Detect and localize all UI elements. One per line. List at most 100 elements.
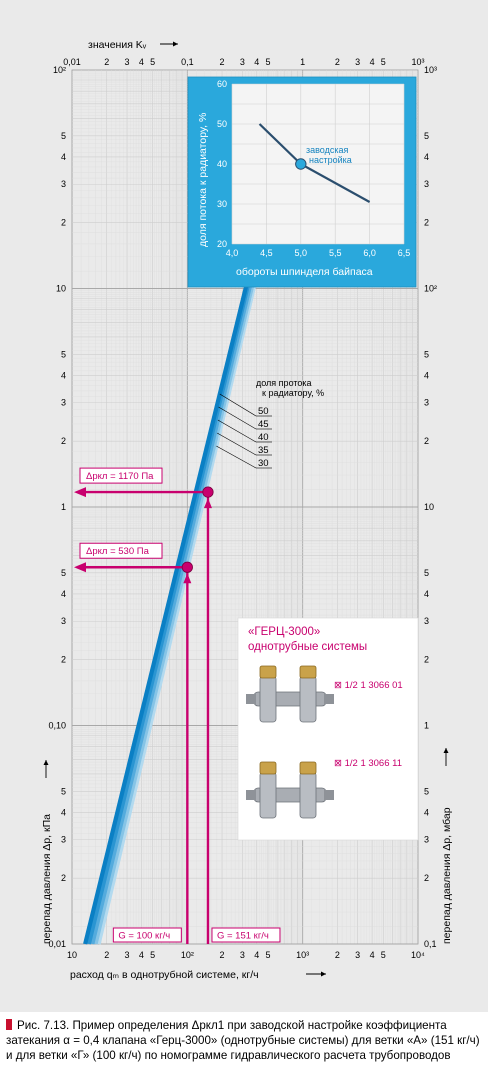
left-tick-label: 3 — [61, 835, 66, 845]
annotation-flow-box — [112, 927, 182, 943]
right-tick-label: 4 — [424, 589, 429, 599]
right-tick-label: 10³ — [424, 65, 437, 75]
inset-y-tick: 50 — [217, 119, 227, 129]
left-tick-label: 3 — [61, 398, 66, 408]
legend-label-40: 40 — [258, 432, 269, 443]
right-tick-label: 0,1 — [424, 939, 437, 949]
bottom-tick-label: 5 — [150, 950, 155, 960]
bottom-tick-label: 5 — [381, 950, 386, 960]
left-tick-label: 5 — [61, 786, 66, 796]
right-tick-label: 2 — [424, 873, 429, 883]
annotation-up-arrowhead — [183, 573, 192, 584]
left-tick-label: 0,10 — [48, 721, 66, 731]
right-tick-label: 5 — [424, 568, 429, 578]
right-tick-label: 5 — [424, 131, 429, 141]
right-axis-title: перепад давления Δp, мбар — [441, 807, 453, 944]
caption-text: Рис. 7.13. Пример определения Δpкл1 при … — [6, 1019, 480, 1062]
bottom-tick-label: 2 — [104, 950, 109, 960]
valve-port — [324, 694, 334, 704]
annotation-label-box — [79, 467, 163, 484]
product-title: «ГЕРЦ-3000» — [248, 626, 320, 638]
bottom-tick-label: 10² — [181, 950, 194, 960]
inset-highlight-label: настройка — [309, 155, 352, 165]
bottom-tick-label: 4 — [370, 950, 375, 960]
top-tick-label: 10³ — [411, 57, 424, 67]
top-tick-label: 5 — [150, 57, 155, 67]
product-code-1: ⊠ 1/2 1 3066 01 — [334, 680, 403, 691]
inset-y-label: доля потока к радиатору, % — [197, 113, 209, 247]
legend-leader — [219, 393, 257, 417]
inset-x-label: обороты шпинделя байпаса — [236, 266, 373, 278]
right-tick-label: 2 — [424, 655, 429, 665]
top-tick-label: 1 — [300, 57, 305, 67]
left-tick-label: 2 — [61, 218, 66, 228]
inset-x-tick: 4,0 — [226, 248, 239, 258]
legend-leader — [216, 432, 257, 456]
legend-label-45: 45 — [258, 419, 269, 430]
left-tick-label: 4 — [61, 370, 66, 380]
top-tick-label: 4 — [370, 57, 375, 67]
inset-x-tick: 6,5 — [398, 248, 411, 258]
left-tick-label: 2 — [61, 655, 66, 665]
right-tick-label: 3 — [424, 835, 429, 845]
annotation-arrowhead — [74, 487, 86, 498]
series-line-30 — [96, 264, 262, 945]
left-tick-label: 5 — [61, 131, 66, 141]
valve-nut — [259, 665, 277, 679]
bottom-tick-label: 4 — [139, 950, 144, 960]
inset-chart: 4,0 4,5 5,0 5,5 6,0 6,5 60 50 40 30 20 обороты шпин… — [187, 76, 417, 288]
annotation-flow-box — [211, 927, 281, 943]
left-axis-arrowhead — [43, 760, 49, 765]
annotations: Δpкл = 1170 Па G = 151 кг/ч Δpкл = 530 Па G… — [74, 467, 281, 944]
bottom-tick-label: 2 — [335, 950, 340, 960]
valve-port — [246, 694, 256, 704]
inset-highlight-label: заводская — [306, 145, 349, 155]
inset-y-tick: 60 — [217, 79, 227, 89]
annotation-point — [181, 561, 193, 573]
right-tick-label: 4 — [424, 152, 429, 162]
bottom-tick-label: 3 — [355, 950, 360, 960]
top-tick-label: 0,01 — [63, 57, 81, 67]
right-tick-label: 1 — [424, 721, 429, 731]
valve-port — [246, 790, 256, 800]
top-tick-label: 5 — [381, 57, 386, 67]
valve-nut — [259, 761, 277, 775]
valve-nut — [299, 761, 317, 775]
series-line-40 — [90, 264, 258, 945]
legend-leader — [217, 419, 257, 443]
left-tick-label: 4 — [61, 589, 66, 599]
legend-label-30: 30 — [258, 458, 269, 469]
top-tick-label: 2 — [220, 57, 225, 67]
right-tick-label: 3 — [424, 616, 429, 626]
left-tick-label: 10² — [53, 65, 66, 75]
annotation-point — [202, 486, 214, 498]
right-tick-label: 2 — [424, 218, 429, 228]
right-tick-label: 3 — [424, 398, 429, 408]
top-axis-title: значения Kᵥ — [88, 39, 147, 51]
left-tick-label: 4 — [61, 152, 66, 162]
figure-caption: Рис. 7.13. Пример определения Δpкл1 при … — [6, 1018, 484, 1063]
top-tick-label: 0,1 — [181, 57, 194, 67]
legend-title-line: доля протока — [256, 378, 312, 388]
left-tick-label: 0,01 — [48, 939, 66, 949]
bottom-tick-label: 3 — [240, 950, 245, 960]
legend-title-line: к радиатору, % — [262, 388, 324, 398]
bottom-axis-arrowhead — [321, 971, 326, 977]
inset-x-tick: 4,5 — [260, 248, 273, 258]
annotation-flow-label: G = 100 кг/ч — [118, 931, 170, 942]
top-tick-label: 2 — [335, 57, 340, 67]
valve-port — [324, 790, 334, 800]
left-tick-label: 3 — [61, 616, 66, 626]
right-tick-label: 4 — [424, 807, 429, 817]
annotation-label-box — [79, 542, 163, 559]
right-axis-arrowhead — [443, 748, 449, 753]
bottom-tick-label: 4 — [254, 950, 259, 960]
left-tick-label: 4 — [61, 807, 66, 817]
top-tick-label: 3 — [355, 57, 360, 67]
caption-marker — [6, 1019, 12, 1030]
bottom-tick-label: 3 — [125, 950, 130, 960]
legend-leader — [218, 406, 257, 430]
product-code-2: ⊠ 1/2 1 3066 11 — [334, 758, 402, 769]
